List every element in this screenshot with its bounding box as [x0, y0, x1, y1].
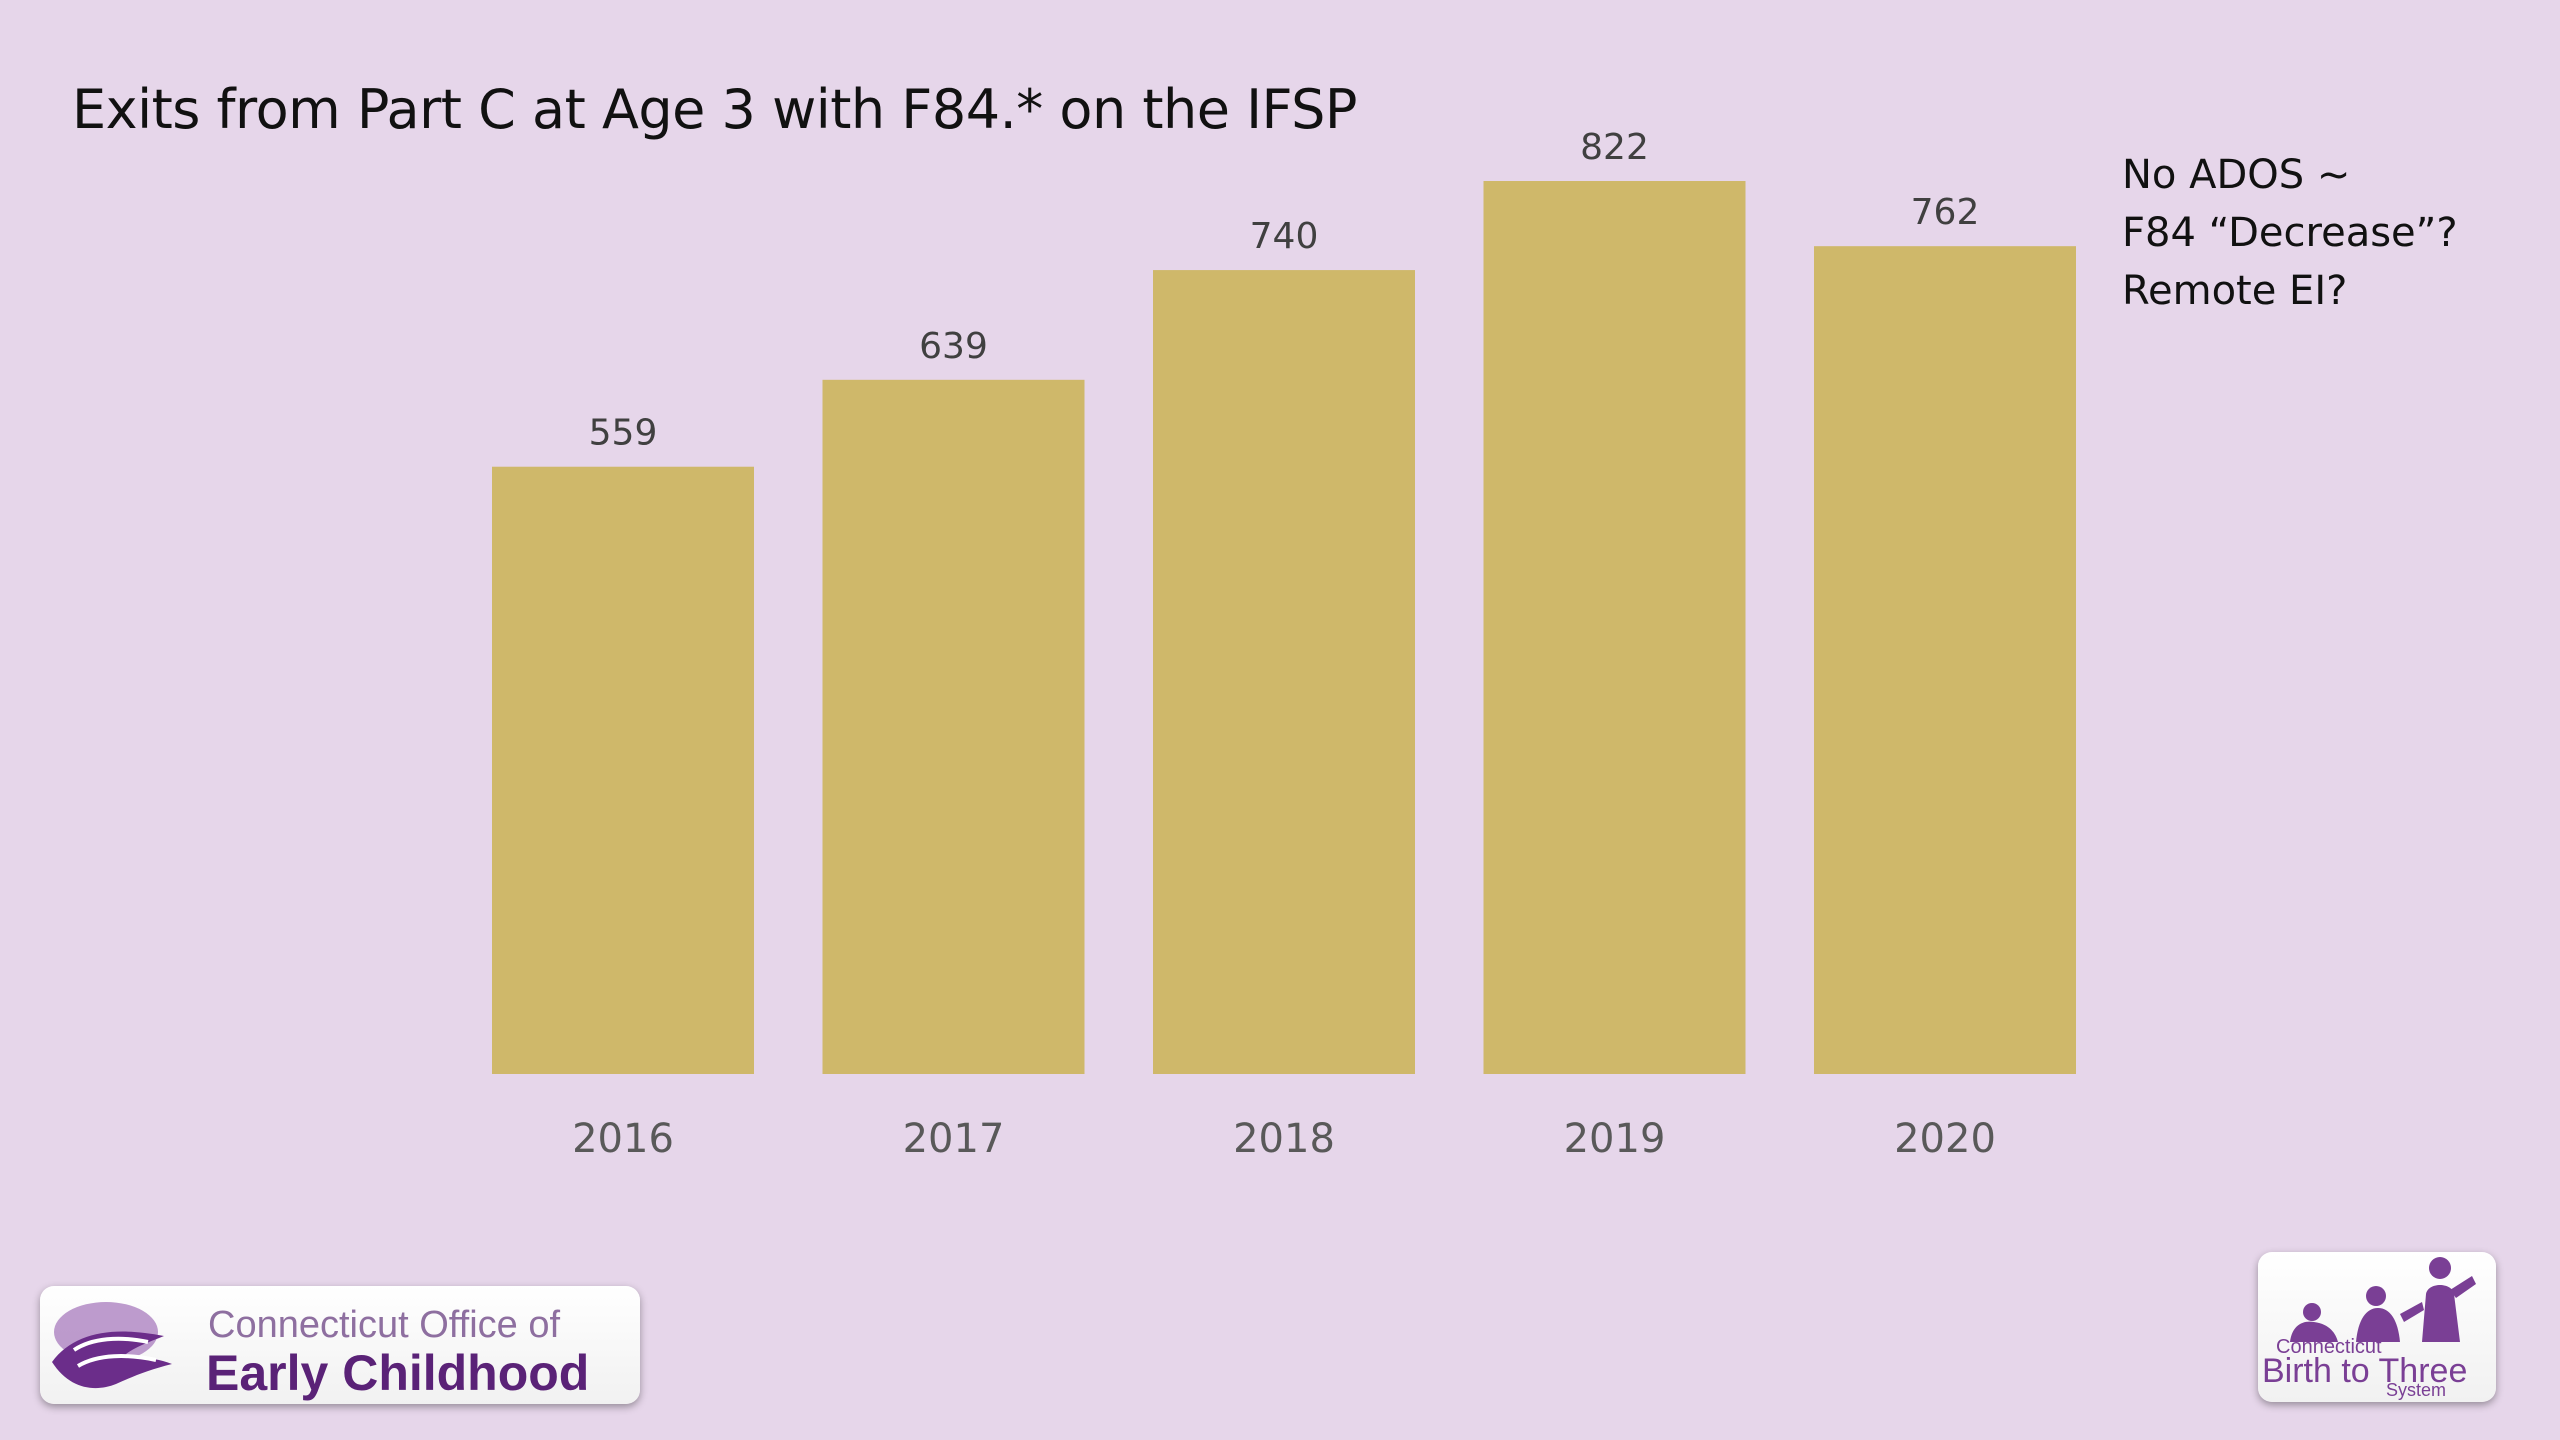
x-tick-label-2018: 2018: [1233, 1116, 1335, 1162]
x-tick-label-2016: 2016: [572, 1116, 674, 1162]
oec-logo: Connecticut Office of Early Childhood: [40, 1286, 640, 1404]
data-label-2016: 559: [589, 413, 658, 454]
b23-logo-line3: System: [2386, 1380, 2447, 1400]
hands-icon: [52, 1302, 172, 1389]
children-silhouette-icon: [2290, 1257, 2476, 1342]
b23-logo-line2: Birth to Three: [2262, 1352, 2468, 1390]
x-tick-label-2019: 2019: [1564, 1116, 1666, 1162]
chart-title: Exits from Part C at Age 3 with F84.* on…: [72, 78, 1358, 141]
bar-2017: [822, 379, 1085, 1074]
note-line-2: F84 “Decrease”?: [2122, 210, 2458, 256]
data-label-2019: 822: [1580, 127, 1649, 168]
birth-to-three-logo: Connecticut Birth to Three System: [2258, 1252, 2496, 1402]
data-label-2017: 639: [919, 326, 988, 367]
note-line-3: Remote EI?: [2122, 268, 2348, 314]
x-tick-label-2017: 2017: [903, 1116, 1005, 1162]
oec-logo-line2: Early Childhood: [206, 1345, 590, 1401]
bar-2019: [1483, 181, 1746, 1074]
data-label-2018: 740: [1250, 216, 1319, 257]
note-line-1: No ADOS ~: [2122, 152, 2351, 198]
bar-2020: [1814, 246, 2076, 1074]
data-label-2020: 762: [1911, 192, 1980, 233]
bar-2016: [492, 466, 754, 1074]
side-notes: No ADOS ~ F84 “Decrease”? Remote EI?: [2122, 146, 2458, 320]
b23-logo-line1: Connecticut: [2276, 1336, 2382, 1358]
oec-logo-line1: Connecticut Office of: [208, 1304, 561, 1346]
bar-2018: [1153, 270, 1415, 1074]
x-tick-label-2020: 2020: [1894, 1116, 1996, 1162]
